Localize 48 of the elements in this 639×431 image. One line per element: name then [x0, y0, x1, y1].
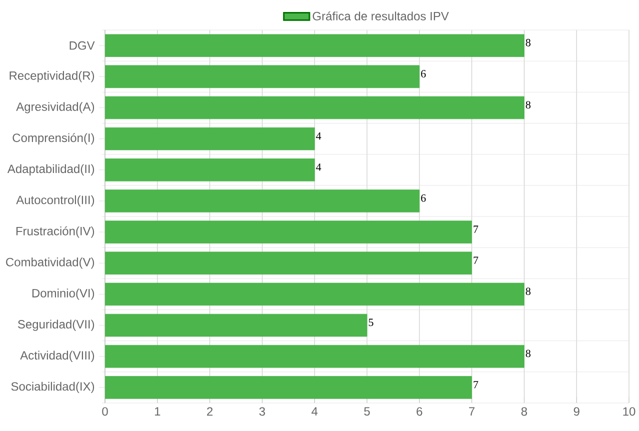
bar [105, 314, 368, 337]
data-label: 8 [526, 288, 530, 296]
data-label: 7 [474, 256, 478, 264]
bar [105, 190, 420, 212]
x-tick-label: 4 [312, 407, 318, 416]
y-tick-label: Adaptabilidad(II) [7, 164, 94, 176]
data-label: 5 [368, 318, 374, 326]
data-label: 6 [421, 70, 426, 78]
y-tick-label: Receptividad(R) [10, 71, 94, 82]
x-tick-label: 0 [102, 407, 108, 416]
x-tick-label: 9 [574, 407, 580, 416]
bar [105, 220, 472, 244]
y-tick-label: DGV [70, 41, 95, 50]
x-tick-label: 1 [154, 407, 160, 416]
x-tick-label: 5 [364, 407, 370, 416]
bar [105, 127, 315, 150]
data-label: 8 [526, 38, 530, 46]
bar [105, 34, 524, 57]
legend-label: Gráfica de resultados IPV [312, 11, 449, 20]
x-tick-label: 2 [207, 407, 213, 416]
data-label: 6 [421, 194, 426, 202]
x-tick-label: 7 [469, 407, 475, 416]
bar [105, 158, 315, 182]
y-tick-label: Seguridad(VII) [18, 320, 94, 331]
y-tick-label: Autocontrol(III) [16, 195, 94, 207]
y-tick-label: Actividad(VIII) [20, 350, 94, 362]
data-label: 4 [316, 163, 322, 171]
bar [105, 96, 524, 120]
x-tick-label: 6 [416, 407, 422, 416]
x-tick-label: 8 [521, 407, 528, 416]
data-label: 7 [474, 226, 478, 233]
bar [105, 344, 524, 368]
bar [105, 65, 420, 88]
bar [105, 376, 472, 399]
y-tick-label: Agresividad(A) [16, 102, 94, 114]
data-label: 8 [526, 350, 530, 358]
bar [105, 282, 524, 306]
y-tick-label: Dominio(VI) [32, 288, 94, 300]
data-label: 8 [526, 101, 530, 109]
x-tick-label: 10 [623, 407, 636, 416]
y-tick-label: Comprensión(I) [12, 133, 94, 144]
x-tick-label: 3 [259, 407, 266, 416]
y-tick-label: Combatividad(V) [6, 258, 94, 269]
data-label: 4 [316, 132, 322, 140]
y-tick-label: Frustración(IV) [16, 226, 94, 238]
bar [105, 252, 472, 275]
data-label: 7 [474, 381, 478, 388]
y-tick-label: Sociabilidad(IX) [11, 382, 94, 394]
